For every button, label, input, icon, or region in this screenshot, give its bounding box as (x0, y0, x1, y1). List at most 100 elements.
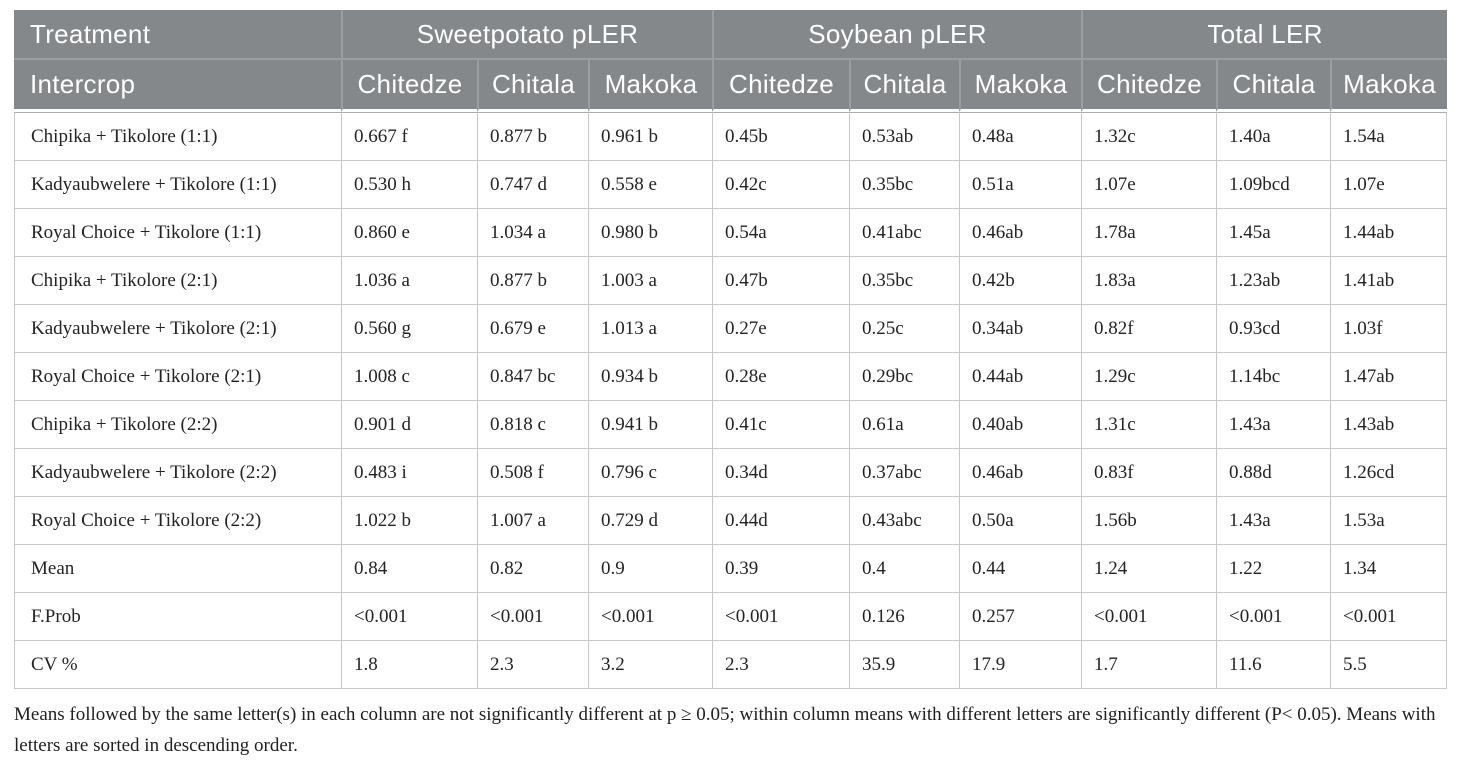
value-cell: <0.001 (1330, 593, 1448, 641)
header-site-row: Intercrop Chitedze Chitala Makoka Chitedze C… (14, 58, 1448, 112)
table-header: Treatment Sweetpotato pLER Soybean pLER To… (14, 10, 1448, 112)
value-cell: 1.56b (1081, 497, 1217, 545)
group-header: Total LER (1081, 10, 1448, 58)
value-cell: 0.28e (712, 353, 850, 401)
value-cell: 1.44ab (1330, 209, 1448, 257)
value-cell: 0.82 (477, 545, 588, 593)
value-cell: 0.679 e (477, 305, 588, 353)
value-cell: 1.32c (1081, 112, 1217, 161)
site-header: Chitedze (1081, 58, 1217, 112)
value-cell: 0.35bc (849, 257, 960, 305)
value-cell: <0.001 (341, 593, 477, 641)
value-cell: 0.37abc (849, 449, 960, 497)
value-cell: <0.001 (1216, 593, 1331, 641)
group-header: Soybean pLER (712, 10, 1082, 58)
table-row: Chipika + Tikolore (2:2) 0.901 d 0.818 c 0.… (14, 401, 1448, 449)
value-cell: 1.83a (1081, 257, 1217, 305)
value-cell: 0.9 (588, 545, 713, 593)
table-row: Royal Choice + Tikolore (2:1) 1.008 c 0.84… (14, 353, 1448, 401)
site-header: Chitala (1216, 58, 1331, 112)
value-cell: 1.7 (1081, 641, 1217, 689)
value-cell: 0.34d (712, 449, 850, 497)
value-cell: 1.8 (341, 641, 477, 689)
treatment-header: Treatment (14, 10, 341, 58)
value-cell: 0.44d (712, 497, 850, 545)
value-cell: 1.54a (1330, 112, 1448, 161)
value-cell: 0.667 f (341, 112, 477, 161)
table-row: CV % 1.8 2.3 3.2 2.3 35.9 17.9 1.7 11.6 5.5 (14, 641, 1448, 689)
value-cell: 1.003 a (588, 257, 713, 305)
value-cell: 0.877 b (477, 112, 588, 161)
table-row: Royal Choice + Tikolore (1:1) 0.860 e 1.03… (14, 209, 1448, 257)
value-cell: 1.34 (1330, 545, 1448, 593)
value-cell: 1.47ab (1330, 353, 1448, 401)
ler-results-table: Treatment Sweetpotato pLER Soybean pLER To… (14, 10, 1448, 689)
value-cell: 0.42c (712, 161, 850, 209)
row-label: Royal Choice + Tikolore (2:1) (14, 353, 341, 401)
value-cell: 35.9 (849, 641, 960, 689)
table-body: Chipika + Tikolore (1:1) 0.667 f 0.877 b 0.… (14, 112, 1448, 689)
value-cell: 0.560 g (341, 305, 477, 353)
value-cell: 0.4 (849, 545, 960, 593)
value-cell: 1.22 (1216, 545, 1331, 593)
value-cell: 0.82f (1081, 305, 1217, 353)
value-cell: 0.39 (712, 545, 850, 593)
site-header: Makoka (1330, 58, 1448, 112)
value-cell: 0.530 h (341, 161, 477, 209)
value-cell: 1.43a (1216, 497, 1331, 545)
value-cell: 1.31c (1081, 401, 1217, 449)
value-cell: <0.001 (477, 593, 588, 641)
value-cell: 0.941 b (588, 401, 713, 449)
value-cell: 17.9 (959, 641, 1082, 689)
header-group-row: Treatment Sweetpotato pLER Soybean pLER To… (14, 10, 1448, 58)
value-cell: 0.961 b (588, 112, 713, 161)
value-cell: 0.747 d (477, 161, 588, 209)
value-cell: 0.83f (1081, 449, 1217, 497)
value-cell: 0.84 (341, 545, 477, 593)
value-cell: 1.40a (1216, 112, 1331, 161)
value-cell: 1.29c (1081, 353, 1217, 401)
value-cell: 1.23ab (1216, 257, 1331, 305)
table-row: Chipika + Tikolore (1:1) 0.667 f 0.877 b 0.… (14, 112, 1448, 161)
value-cell: 1.14bc (1216, 353, 1331, 401)
table-row: Kadyaubwelere + Tikolore (2:1) 0.560 g 0.6… (14, 305, 1448, 353)
group-header: Sweetpotato pLER (341, 10, 713, 58)
table-row: Mean 0.84 0.82 0.9 0.39 0.4 0.44 1.24 1.22 1.34 (14, 545, 1448, 593)
value-cell: 0.42b (959, 257, 1082, 305)
value-cell: 0.126 (849, 593, 960, 641)
value-cell: 0.51a (959, 161, 1082, 209)
value-cell: 0.860 e (341, 209, 477, 257)
value-cell: 0.46ab (959, 209, 1082, 257)
value-cell: 0.44ab (959, 353, 1082, 401)
value-cell: 1.007 a (477, 497, 588, 545)
value-cell: 0.34ab (959, 305, 1082, 353)
value-cell: 1.03f (1330, 305, 1448, 353)
value-cell: 0.40ab (959, 401, 1082, 449)
row-label: Chipika + Tikolore (1:1) (14, 112, 341, 161)
value-cell: 1.26cd (1330, 449, 1448, 497)
value-cell: <0.001 (712, 593, 850, 641)
table-row: Kadyaubwelere + Tikolore (1:1) 0.530 h 0.7… (14, 161, 1448, 209)
value-cell: 5.5 (1330, 641, 1448, 689)
value-cell: 1.07e (1081, 161, 1217, 209)
value-cell: 0.43abc (849, 497, 960, 545)
value-cell: 0.483 i (341, 449, 477, 497)
value-cell: 0.88d (1216, 449, 1331, 497)
value-cell: 0.877 b (477, 257, 588, 305)
value-cell: 1.036 a (341, 257, 477, 305)
value-cell: 0.44 (959, 545, 1082, 593)
value-cell: 1.008 c (341, 353, 477, 401)
value-cell: 1.78a (1081, 209, 1217, 257)
value-cell: 0.61a (849, 401, 960, 449)
value-cell: 0.980 b (588, 209, 713, 257)
row-label: Chipika + Tikolore (2:2) (14, 401, 341, 449)
value-cell: 1.24 (1081, 545, 1217, 593)
value-cell: 0.901 d (341, 401, 477, 449)
value-cell: 1.43ab (1330, 401, 1448, 449)
site-header: Chitala (477, 58, 588, 112)
intercrop-header: Intercrop (14, 58, 341, 112)
value-cell: 0.27e (712, 305, 850, 353)
row-label: Royal Choice + Tikolore (2:2) (14, 497, 341, 545)
value-cell: 0.847 bc (477, 353, 588, 401)
